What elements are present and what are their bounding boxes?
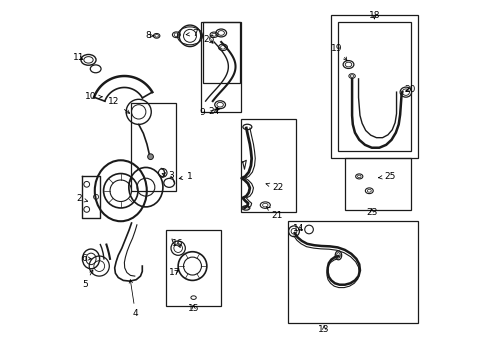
Text: 7: 7 bbox=[186, 29, 198, 38]
Text: 10: 10 bbox=[84, 92, 102, 101]
Text: 23: 23 bbox=[366, 208, 377, 217]
Bar bbox=[131, 103, 176, 191]
Text: 14: 14 bbox=[293, 224, 304, 233]
Text: 21: 21 bbox=[266, 207, 283, 220]
Text: 3: 3 bbox=[162, 171, 174, 180]
Text: 8: 8 bbox=[145, 31, 154, 40]
Text: 19: 19 bbox=[330, 44, 346, 60]
Bar bbox=[201, 22, 241, 112]
Bar bbox=[337, 22, 410, 151]
Text: 25: 25 bbox=[378, 172, 395, 181]
Bar bbox=[344, 158, 410, 211]
Text: 12: 12 bbox=[108, 97, 129, 113]
Bar bbox=[165, 230, 221, 306]
Text: 16: 16 bbox=[172, 239, 183, 248]
Text: 26: 26 bbox=[203, 35, 214, 44]
Text: 11: 11 bbox=[73, 53, 84, 62]
Circle shape bbox=[147, 154, 153, 159]
Bar bbox=[287, 221, 418, 323]
Text: 20: 20 bbox=[404, 85, 415, 94]
Text: 13: 13 bbox=[318, 325, 329, 334]
Text: 5: 5 bbox=[82, 270, 93, 289]
Text: 6: 6 bbox=[81, 254, 91, 263]
Text: 1: 1 bbox=[179, 172, 192, 181]
Text: 9: 9 bbox=[199, 108, 219, 117]
Text: 22: 22 bbox=[265, 183, 283, 192]
Text: 4: 4 bbox=[129, 280, 138, 318]
Bar bbox=[330, 15, 418, 158]
Text: 24: 24 bbox=[208, 107, 219, 116]
Text: 18: 18 bbox=[368, 11, 379, 20]
Bar bbox=[203, 22, 240, 83]
Text: 17: 17 bbox=[168, 268, 180, 277]
Bar bbox=[241, 119, 296, 212]
Text: 2: 2 bbox=[76, 194, 87, 203]
Text: 15: 15 bbox=[187, 304, 199, 313]
